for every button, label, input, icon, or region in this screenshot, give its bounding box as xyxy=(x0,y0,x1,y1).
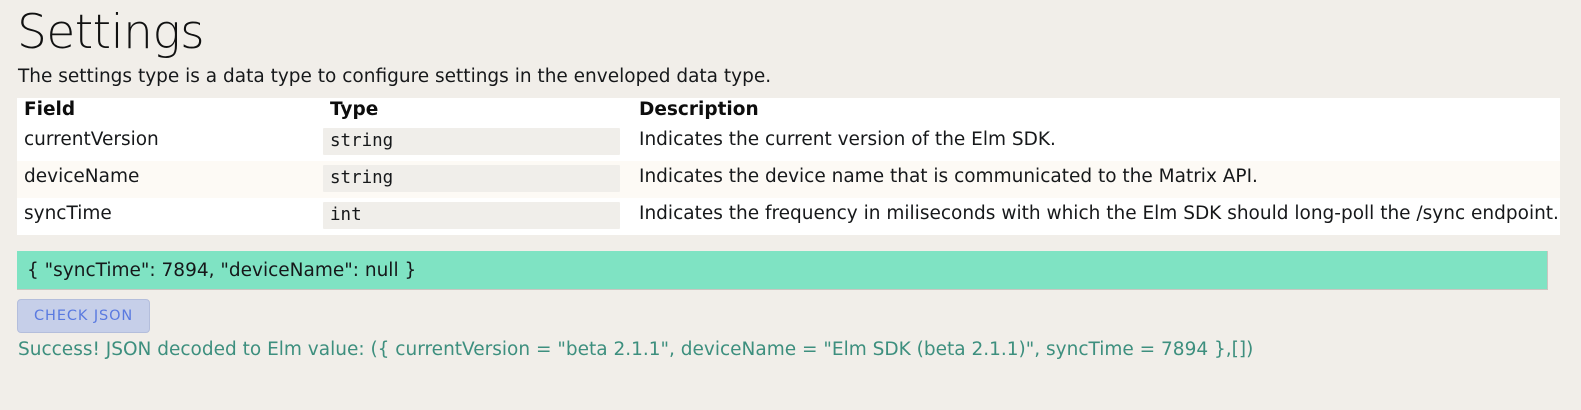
type-code: string xyxy=(323,165,620,192)
type-code: string xyxy=(323,128,620,155)
cell-description: Indicates the current version of the Elm… xyxy=(632,124,1560,161)
cell-description: Indicates the device name that is commun… xyxy=(632,161,1560,198)
table-row: syncTime int Indicates the frequency in … xyxy=(17,198,1560,235)
cell-type: string xyxy=(323,124,632,161)
column-header-type: Type xyxy=(323,98,632,124)
decode-result-message: Success! JSON decoded to Elm value: ({ c… xyxy=(18,339,1254,360)
page-description: The settings type is a data type to conf… xyxy=(18,66,772,87)
table-row: deviceName string Indicates the device n… xyxy=(17,161,1560,198)
column-header-field: Field xyxy=(17,98,323,124)
table-header: Field Type Description xyxy=(17,98,1560,124)
cell-type: string xyxy=(323,161,632,198)
type-code: int xyxy=(323,202,620,229)
cell-field: currentVersion xyxy=(17,124,323,161)
table-header-row: Field Type Description xyxy=(17,98,1560,124)
json-input[interactable] xyxy=(17,251,1548,290)
page-title: Settings xyxy=(17,5,205,60)
cell-field: syncTime xyxy=(17,198,323,235)
cell-field: deviceName xyxy=(17,161,323,198)
cell-type: int xyxy=(323,198,632,235)
column-header-description: Description xyxy=(632,98,1560,124)
table-row: currentVersion string Indicates the curr… xyxy=(17,124,1560,161)
check-json-button[interactable]: Check JSON xyxy=(17,299,151,333)
table-body: currentVersion string Indicates the curr… xyxy=(17,124,1560,235)
cell-description: Indicates the frequency in miliseconds w… xyxy=(632,198,1560,235)
fields-table: Field Type Description currentVersion st… xyxy=(17,98,1560,235)
